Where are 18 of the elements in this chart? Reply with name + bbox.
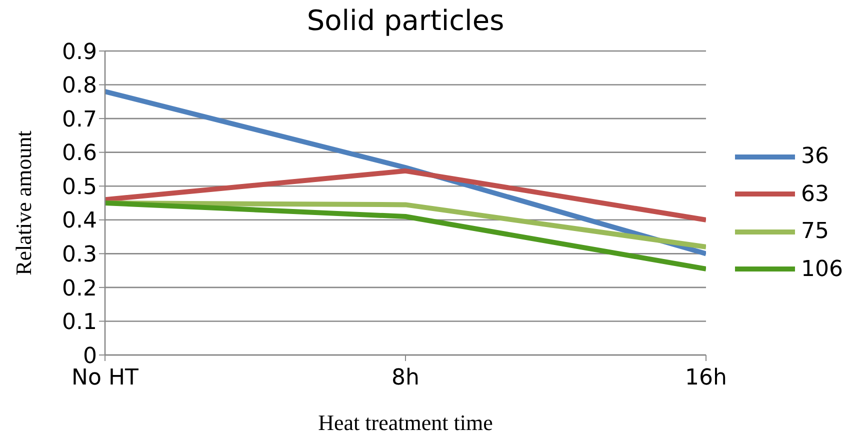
y-tick-label: 0.1 <box>62 310 97 336</box>
x-tick-label: 8h <box>392 366 420 391</box>
y-tick-label: 0.2 <box>62 276 97 302</box>
x-axis-title: Heat treatment time <box>317 410 494 436</box>
legend-label: 63 <box>801 182 829 207</box>
y-tick-label: 0.4 <box>62 208 97 234</box>
y-axis-title: Relative amount <box>11 130 37 276</box>
y-tick-label: 0.8 <box>62 74 97 99</box>
y-tick-label: 0.3 <box>62 242 97 268</box>
y-tick-label: 0.6 <box>62 141 97 166</box>
y-tick-label: 0.9 <box>62 40 97 65</box>
legend-label: 36 <box>801 144 829 170</box>
y-tick-label: 0.7 <box>62 107 97 132</box>
chart-title: Solid particles <box>306 4 506 37</box>
legend-label: 75 <box>801 219 829 244</box>
x-tick-label: 16h <box>685 366 727 391</box>
y-tick-label: 0.5 <box>62 174 97 200</box>
legend-label: 106 <box>801 256 843 282</box>
